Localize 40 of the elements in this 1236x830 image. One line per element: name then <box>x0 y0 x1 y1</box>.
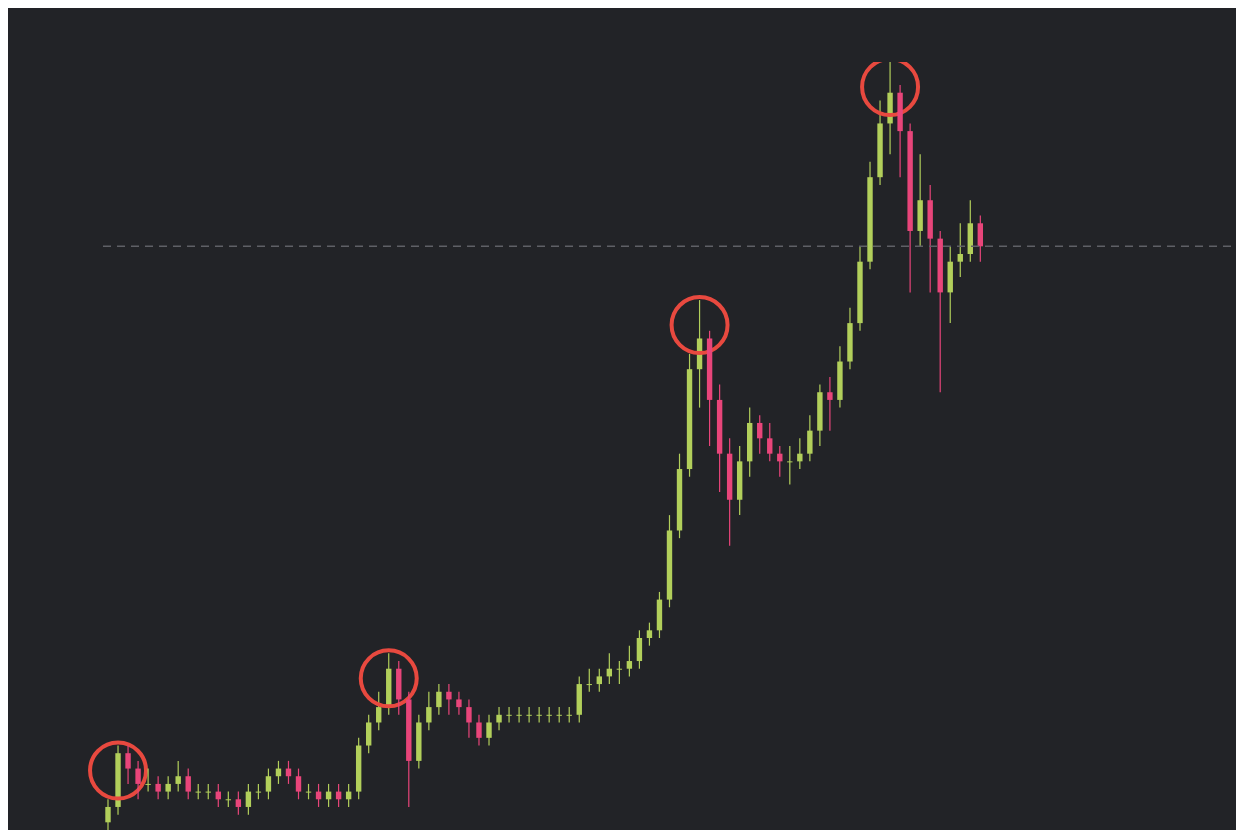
candlestick <box>245 783 252 816</box>
candlestick <box>596 668 602 693</box>
candlestick <box>957 222 963 278</box>
candlestick <box>626 645 633 677</box>
candlestick <box>767 422 773 462</box>
candlestick <box>827 376 833 432</box>
candlestick <box>496 706 502 731</box>
candlestick <box>586 668 592 693</box>
candlestick <box>426 691 432 731</box>
candlestick <box>977 215 984 263</box>
candlestick <box>165 775 171 800</box>
candlestick <box>616 660 623 685</box>
candlestick <box>466 698 472 739</box>
candlestick <box>235 791 242 816</box>
candlestick <box>516 706 522 724</box>
candlestick <box>526 706 532 724</box>
candlestick <box>456 691 462 716</box>
candlestick <box>175 760 181 793</box>
candlestick <box>646 622 653 647</box>
candlestick <box>365 714 372 754</box>
candlestick <box>807 414 813 462</box>
candlestick <box>446 683 452 716</box>
candlestick <box>636 629 643 670</box>
candlestick <box>185 767 191 800</box>
candlestick <box>797 437 803 470</box>
candlestick <box>265 767 272 800</box>
candlestick <box>125 744 131 785</box>
candlestick <box>105 798 111 830</box>
candlestick <box>145 767 151 793</box>
candlestick <box>787 445 793 485</box>
candlestick <box>486 714 492 747</box>
candlestick <box>476 714 482 747</box>
candlestick <box>155 775 161 800</box>
candlestick <box>376 691 382 731</box>
candlestick <box>135 760 141 800</box>
candlestick <box>295 767 302 800</box>
candlestick <box>506 706 512 724</box>
candlestick <box>536 706 542 724</box>
candlestick <box>436 683 442 716</box>
candlestick <box>757 414 763 455</box>
